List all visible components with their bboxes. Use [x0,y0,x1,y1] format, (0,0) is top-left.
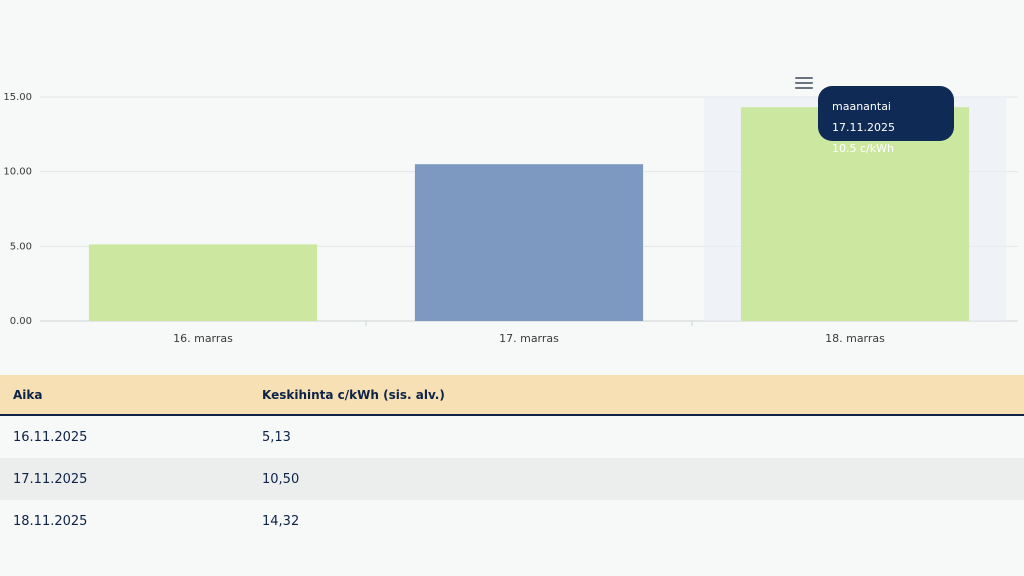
x-category-label: 16. marras [173,332,233,345]
tooltip-date: maanantai 17.11.2025 [832,100,895,134]
header-time: Aika [13,387,43,402]
bar-1[interactable] [88,244,318,321]
x-category-label: 17. marras [499,332,559,345]
cell-price: 10,50 [262,471,300,487]
y-tick-label: 15.00 [3,92,32,103]
cell-date: 17.11.2025 [13,471,88,487]
y-tick-label: 10.00 [3,167,32,178]
bar-2[interactable] [414,164,644,321]
chart-menu-icon[interactable] [795,77,813,91]
chart-tooltip: maanantai 17.11.2025 10.5 c/kWh [818,86,954,155]
x-category-label: 18. marras [825,332,885,345]
table-row: 17.11.2025 10,50 [0,458,1024,500]
price-table: Aika Keskihinta c/kWh (sis. alv.) 16.11.… [0,375,1024,542]
cell-price: 14,32 [262,513,300,529]
cell-date: 16.11.2025 [13,429,88,445]
bar-3[interactable] [740,107,970,321]
table-header: Aika Keskihinta c/kWh (sis. alv.) [0,375,1024,416]
y-tick-label: 0.00 [10,316,32,327]
tooltip-value: 10.5 c/kWh [832,142,894,155]
table-row: 18.11.2025 14,32 [0,500,1024,542]
table-row: 16.11.2025 5,13 [0,416,1024,458]
cell-price: 5,13 [262,429,291,445]
header-avg-price: Keskihinta c/kWh (sis. alv.) [262,387,445,402]
y-tick-label: 5.00 [10,241,32,252]
cell-date: 18.11.2025 [13,513,88,529]
price-bar-chart: 0.00 5.00 10.00 15.00 16. marras 17. marras 1… [3,92,1018,345]
